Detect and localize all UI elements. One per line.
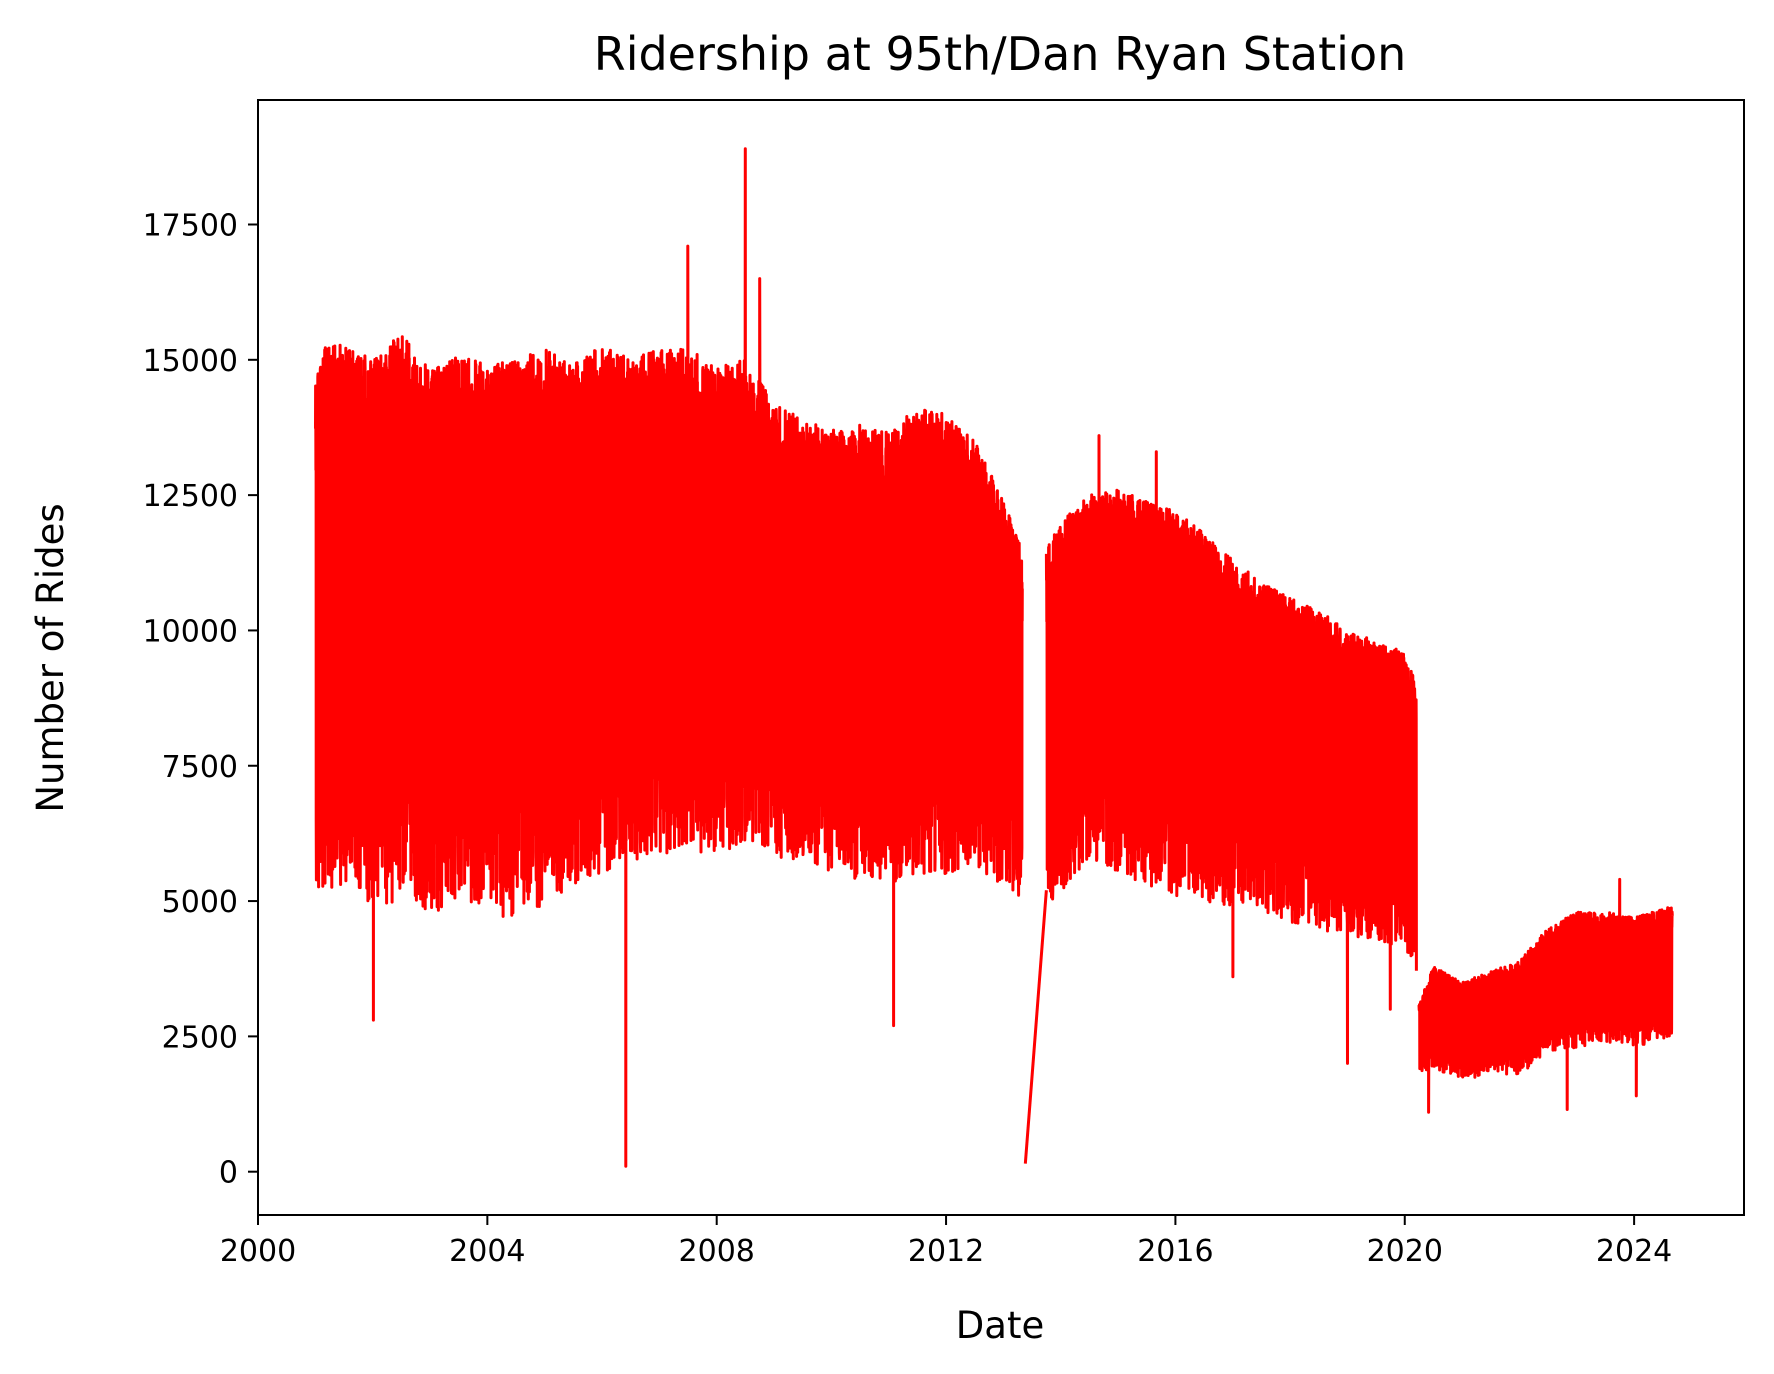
plot-area — [314, 147, 1674, 1168]
chart-title: Ridership at 95th/Dan Ryan Station — [594, 27, 1407, 81]
x-tick-label: 2020 — [1367, 1234, 1443, 1269]
x-tick-label: 2008 — [679, 1234, 755, 1269]
x-tick-label: 2012 — [908, 1234, 984, 1269]
y-tick-label: 2500 — [162, 1020, 238, 1055]
y-axis: 0 2500 5000 7500 10000 12500 15000 17500 — [143, 208, 258, 1191]
y-tick-label: 15000 — [143, 344, 238, 379]
ridership-line-segment-3 — [1417, 877, 1674, 1114]
x-axis: 2000 2004 2008 2012 2016 2020 2024 — [220, 1215, 1672, 1269]
plot-frame — [257, 99, 1745, 1216]
x-tick-label: 2004 — [449, 1234, 525, 1269]
x-axis-label: Date — [956, 1304, 1044, 1347]
y-tick-label: 10000 — [143, 614, 238, 649]
y-tick-label: 5000 — [162, 885, 238, 920]
y-tick-label: 7500 — [162, 750, 238, 785]
ridership-line-segment-1 — [314, 147, 1024, 1168]
ridership-line-segment-2 — [1044, 434, 1418, 1065]
ridership-line-gap-bridge — [1023, 890, 1048, 1164]
x-tick-label: 2024 — [1596, 1234, 1672, 1269]
x-tick-label: 2000 — [220, 1234, 296, 1269]
y-tick-label: 17500 — [143, 208, 238, 243]
y-tick-label: 12500 — [143, 479, 238, 514]
x-tick-label: 2016 — [1137, 1234, 1213, 1269]
y-axis-label: Number of Rides — [29, 503, 72, 812]
y-tick-label: 0 — [219, 1156, 238, 1191]
